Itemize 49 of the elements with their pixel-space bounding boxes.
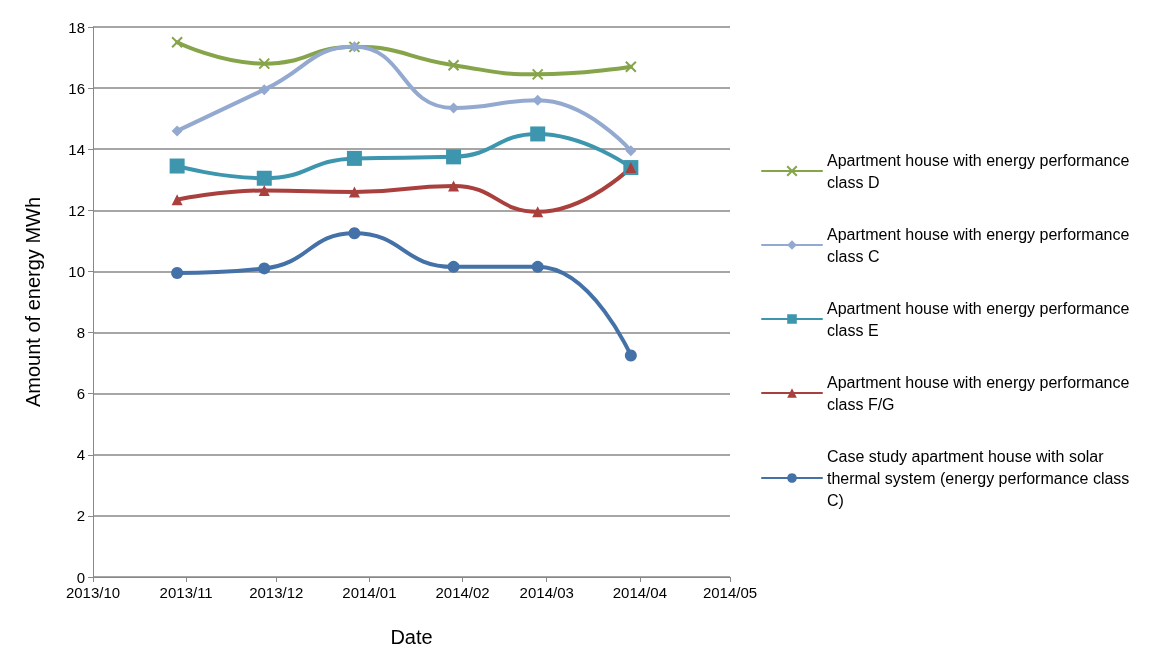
point (258, 84, 270, 96)
y-tick-label: 4 (76, 446, 85, 464)
point (171, 266, 184, 279)
y-tick-label: 12 (68, 201, 85, 219)
y-tick-label: 0 (76, 568, 85, 586)
point (258, 57, 271, 70)
point (532, 206, 544, 218)
point (171, 194, 183, 206)
point (258, 184, 270, 196)
y-tick-label: 2 (76, 507, 85, 525)
point (346, 150, 362, 166)
point (531, 260, 544, 273)
point (446, 149, 462, 165)
y-tick-label: 14 (68, 140, 85, 158)
y-tick-label: 16 (68, 79, 85, 97)
x-tick-label: 2013/11 (159, 584, 213, 601)
point (171, 36, 184, 49)
x-tick-label: 2014/02 (435, 584, 490, 601)
x-axis-title: Date (390, 626, 433, 648)
y-tick-label: 6 (76, 385, 85, 403)
x-tick-label: 2014/01 (342, 584, 397, 601)
point (171, 125, 183, 137)
y-tick-label: 18 (68, 18, 85, 36)
point (348, 227, 361, 240)
x-tick-label: 2014/05 (702, 584, 758, 601)
legend-label: Apartment house with energy performance class F/G (827, 373, 1134, 413)
legend-label: Apartment house with energy performance class E (827, 299, 1134, 339)
point (447, 260, 460, 273)
point (447, 59, 460, 72)
point (169, 158, 185, 174)
point (531, 68, 544, 81)
point (624, 349, 637, 362)
point (625, 145, 637, 157)
point (530, 126, 546, 142)
x-tick-label: 2014/03 (519, 584, 574, 601)
point (256, 170, 272, 186)
point (258, 262, 271, 275)
x-tick-label: 2014/04 (612, 584, 667, 601)
y-tick-label: 8 (76, 324, 85, 342)
point (348, 186, 360, 198)
legend-label: Apartment house with energy performance class D (827, 151, 1134, 191)
x-tick-label: 2013/12 (249, 584, 304, 601)
y-tick-label: 10 (68, 262, 85, 280)
x-tick-label: 2013/10 (65, 584, 121, 601)
point (624, 60, 637, 73)
legend-label: Apartment house with energy performance class C (827, 225, 1134, 265)
point (448, 180, 460, 192)
legend-label: Case study apartment house with solar thermal system (energy performance class C) (827, 447, 1134, 509)
y-axis-title: Amount of energy MWh (22, 196, 44, 408)
